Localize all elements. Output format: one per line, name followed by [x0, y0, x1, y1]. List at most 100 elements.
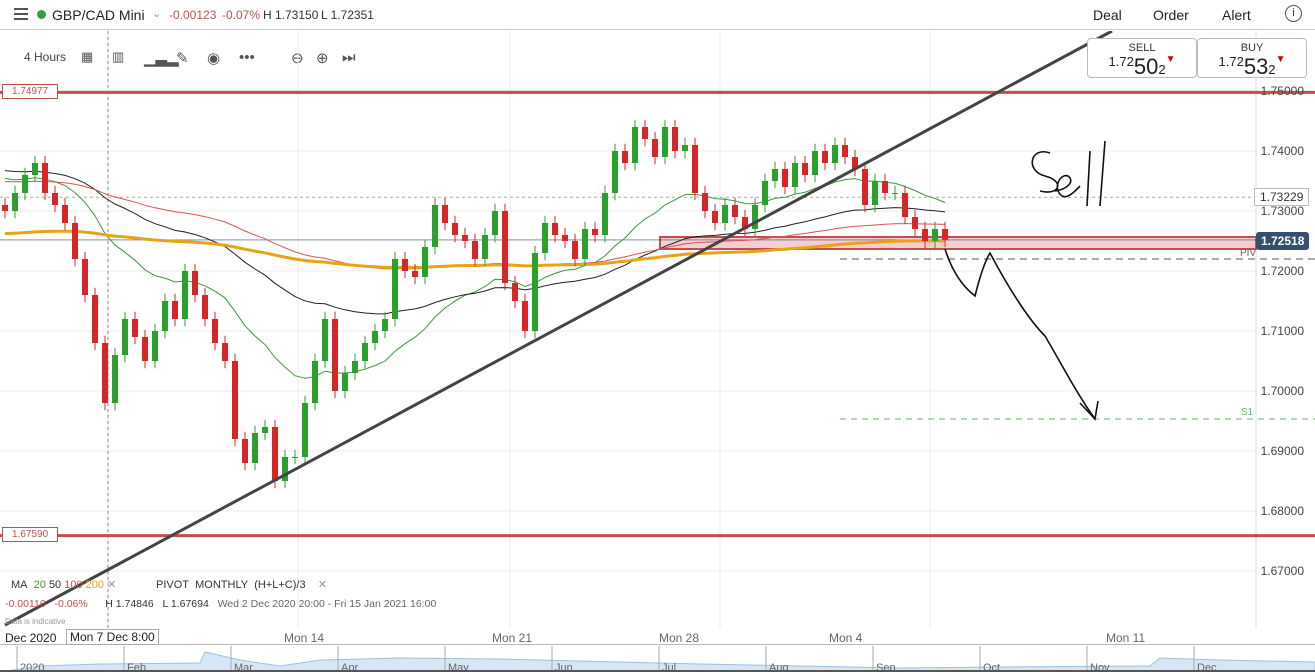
candle[interactable]	[442, 205, 448, 223]
candle[interactable]	[762, 181, 768, 205]
candle[interactable]	[192, 271, 198, 295]
candle[interactable]	[732, 205, 738, 217]
candle[interactable]	[752, 205, 758, 229]
candle[interactable]	[112, 355, 118, 403]
zoom-out-icon[interactable]: ⊖	[291, 50, 304, 67]
candle[interactable]	[212, 319, 218, 343]
candle[interactable]	[142, 337, 148, 361]
navigator-scrollbar[interactable]	[0, 670, 1315, 672]
more-icon[interactable]: •••	[239, 49, 255, 66]
candle[interactable]	[892, 193, 898, 194]
info-icon[interactable]: i	[1285, 5, 1302, 22]
candle[interactable]	[302, 403, 308, 457]
candle[interactable]	[202, 295, 208, 319]
candle[interactable]	[242, 439, 248, 463]
trend-line[interactable]	[4, 31, 1113, 627]
candle-type-icon[interactable]: ▥	[112, 49, 125, 64]
candle[interactable]	[332, 319, 338, 391]
support-zone[interactable]	[659, 236, 1257, 250]
alert-button[interactable]: Alert	[1222, 7, 1251, 23]
candle[interactable]	[772, 169, 778, 181]
candle[interactable]	[642, 127, 648, 139]
candle[interactable]	[102, 343, 108, 403]
candle[interactable]	[12, 193, 18, 211]
candle[interactable]	[842, 145, 848, 157]
candle[interactable]	[712, 211, 718, 223]
candle[interactable]	[632, 127, 638, 163]
instrument-title[interactable]: GBP/CAD Mini	[52, 7, 145, 23]
order-button[interactable]: Order	[1153, 7, 1189, 23]
eye-icon[interactable]: ◉	[207, 50, 221, 67]
candle[interactable]	[592, 229, 598, 235]
candle[interactable]	[622, 151, 628, 163]
candle[interactable]	[362, 343, 368, 361]
candle[interactable]	[822, 151, 828, 163]
candle[interactable]	[652, 139, 658, 157]
candle[interactable]	[432, 205, 438, 247]
candle[interactable]	[492, 211, 498, 235]
candle[interactable]	[222, 343, 228, 361]
candle[interactable]	[32, 163, 38, 175]
menu-icon[interactable]	[14, 8, 28, 23]
candle[interactable]	[882, 181, 888, 193]
close-icon[interactable]: ✕	[107, 579, 117, 591]
candle[interactable]	[382, 319, 388, 331]
candle[interactable]	[342, 373, 348, 391]
candle[interactable]	[42, 163, 48, 193]
candle[interactable]	[852, 157, 858, 169]
candle[interactable]	[522, 301, 528, 331]
buy-button[interactable]: BUY 1.72532▼	[1197, 38, 1307, 79]
candle[interactable]	[62, 205, 68, 223]
candle[interactable]	[402, 259, 408, 271]
deal-button[interactable]: Deal	[1093, 7, 1122, 23]
candle[interactable]	[82, 259, 88, 295]
candle[interactable]	[832, 145, 838, 163]
candle[interactable]	[932, 229, 938, 241]
candle[interactable]	[602, 193, 608, 235]
candle[interactable]	[942, 229, 948, 240]
candle[interactable]	[462, 235, 468, 241]
candle[interactable]	[232, 361, 238, 439]
candle[interactable]	[412, 271, 418, 277]
candle[interactable]	[722, 205, 728, 223]
candle[interactable]	[552, 223, 558, 235]
skip-to-end-icon[interactable]: ⏭	[342, 49, 356, 66]
candle[interactable]	[682, 145, 688, 151]
candle[interactable]	[502, 211, 508, 283]
candle[interactable]	[452, 223, 458, 235]
candle[interactable]	[612, 151, 618, 193]
candle[interactable]	[902, 193, 908, 217]
candle[interactable]	[912, 217, 918, 229]
candle[interactable]	[92, 295, 98, 343]
candle[interactable]	[572, 241, 578, 259]
candle[interactable]	[662, 127, 668, 157]
navigator[interactable]: 2020 Feb Mar Apr May Jun Jul Aug Sep Oct Nov Dec	[0, 646, 1315, 672]
candle[interactable]	[692, 145, 698, 193]
candle[interactable]	[702, 193, 708, 211]
candle[interactable]	[782, 169, 788, 187]
candle[interactable]	[52, 193, 58, 205]
candle[interactable]	[792, 163, 798, 187]
candle[interactable]	[22, 175, 28, 193]
candle[interactable]	[292, 457, 298, 458]
candle[interactable]	[152, 331, 158, 361]
candle[interactable]	[812, 151, 818, 175]
candle[interactable]	[182, 271, 188, 319]
candle[interactable]	[472, 241, 478, 259]
candle[interactable]	[122, 319, 128, 355]
sell-button[interactable]: SELL 1.72502▼	[1087, 38, 1197, 79]
candle[interactable]	[872, 181, 878, 205]
candle[interactable]	[582, 229, 588, 259]
candle[interactable]	[742, 217, 748, 229]
chevron-down-icon[interactable]: ⌄	[152, 8, 162, 20]
candle[interactable]	[72, 223, 78, 259]
candle[interactable]	[132, 319, 138, 337]
candle[interactable]	[392, 259, 398, 319]
candle[interactable]	[272, 427, 278, 481]
candle[interactable]	[922, 229, 928, 241]
candle[interactable]	[542, 223, 548, 253]
candle[interactable]	[162, 301, 168, 331]
candle[interactable]	[562, 235, 568, 241]
candle[interactable]	[862, 169, 868, 205]
timeframe-select[interactable]: 4 Hours	[24, 50, 67, 64]
